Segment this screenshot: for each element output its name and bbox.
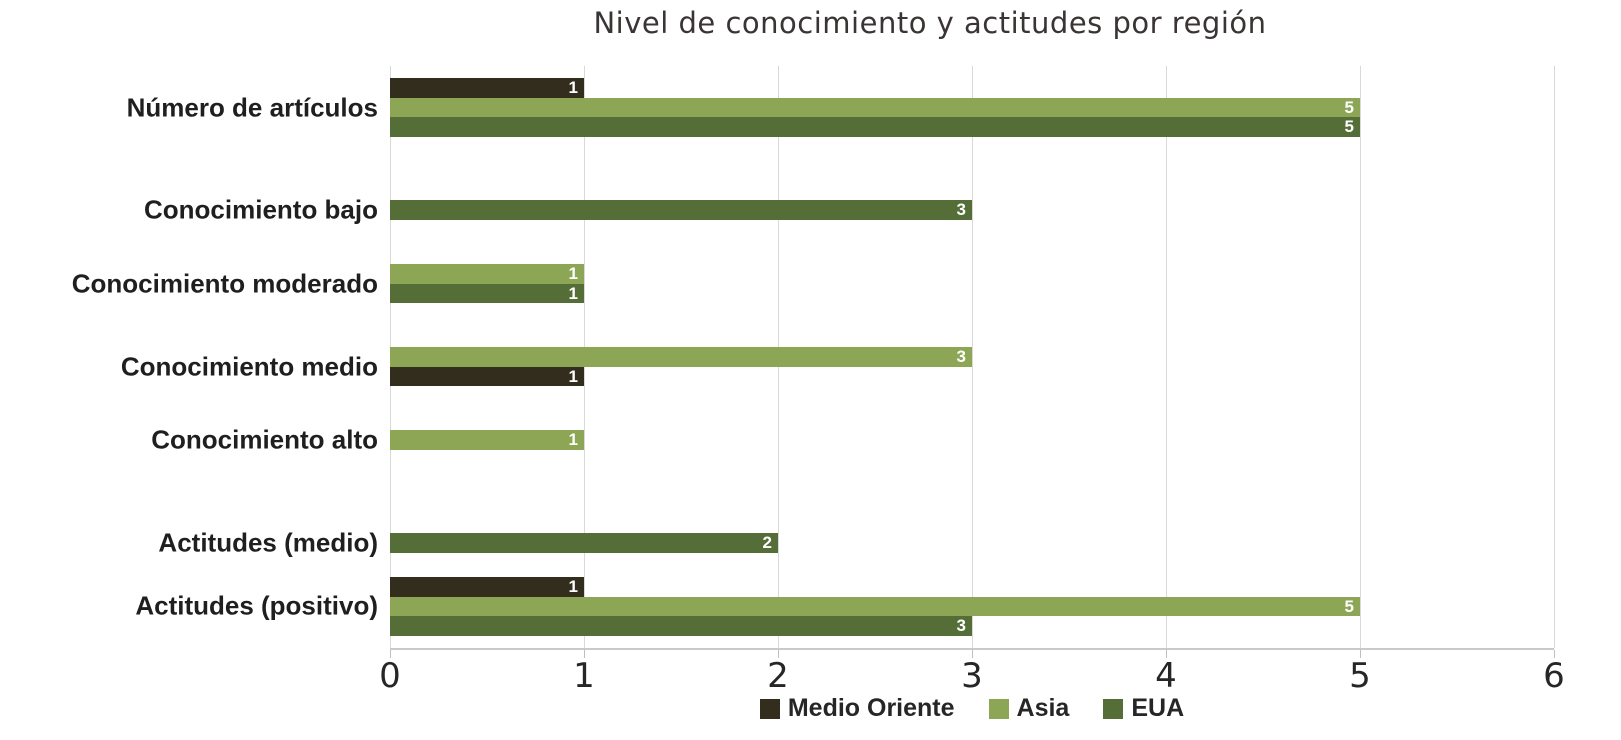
x-tick-label: 5 <box>1349 656 1371 696</box>
gridline <box>1554 66 1555 648</box>
axis-tick <box>1554 650 1555 658</box>
legend-label: Medio Oriente <box>787 694 955 722</box>
legend: Medio Oriente Asia EUA <box>390 694 1554 723</box>
category-label: Conocimiento moderado <box>71 268 378 299</box>
bar-asia: 3 <box>390 347 972 367</box>
bar-value-label: 1 <box>568 366 578 386</box>
bar-medio-oriente: 1 <box>390 78 584 98</box>
axis-tick <box>1166 650 1167 658</box>
bar-value-label: 1 <box>568 78 578 98</box>
category-label: Actitudes (medio) <box>158 527 378 558</box>
axis-tick <box>1360 650 1361 658</box>
bar-eua: 5 <box>390 117 1360 137</box>
x-axis-line <box>390 648 1554 650</box>
axis-tick <box>390 650 391 658</box>
bar-value-label: 3 <box>956 616 966 636</box>
bar-asia: 5 <box>390 97 1360 118</box>
bar-value-label: 1 <box>568 264 578 284</box>
gridline <box>1166 66 1167 648</box>
category-label: Número de artículos <box>126 92 378 123</box>
chart-title: Nivel de conocimiento y actitudes por re… <box>593 6 1267 40</box>
x-tick-label: 2 <box>767 656 789 696</box>
bar-value-label: 2 <box>762 533 772 553</box>
x-tick-label: 1 <box>573 656 595 696</box>
x-tick-label: 0 <box>379 656 401 696</box>
category-axis: Número de artículos Conocimiento bajo Cono… <box>0 66 378 648</box>
bar-value-label: 3 <box>956 200 966 220</box>
bar-medio-oriente: 1 <box>390 577 584 597</box>
bar-value-label: 1 <box>568 430 578 450</box>
bar-value-label: 1 <box>568 283 578 303</box>
legend-label: EUA <box>1131 694 1185 722</box>
gridline <box>972 66 973 648</box>
legend-item: EUA <box>1103 694 1184 723</box>
legend-swatch-icon <box>988 698 1009 719</box>
x-tick-label: 3 <box>961 656 983 696</box>
bar-value-label: 5 <box>1344 97 1354 117</box>
category-label: Conocimiento medio <box>120 351 378 382</box>
bar-asia: 1 <box>390 264 584 284</box>
bar-asia: 1 <box>390 430 584 450</box>
gridline <box>1360 66 1361 648</box>
bar-value-label: 3 <box>956 347 966 367</box>
legend-item: Medio Oriente <box>759 694 955 723</box>
x-tick-label: 6 <box>1543 656 1565 696</box>
legend-item: Asia <box>988 694 1070 723</box>
bar-eua: 3 <box>390 200 972 220</box>
category-label: Actitudes (positivo) <box>135 590 378 621</box>
axis-tick <box>972 650 973 658</box>
bar-eua: 2 <box>390 533 778 553</box>
value-axis: 0 1 2 3 4 5 6 <box>0 656 1621 700</box>
bar-value-label: 1 <box>568 577 578 597</box>
legend-swatch-icon <box>759 698 780 719</box>
x-tick-label: 4 <box>1155 656 1177 696</box>
bar-eua: 1 <box>390 283 584 304</box>
bar-value-label: 5 <box>1344 596 1354 616</box>
bar-eua: 3 <box>390 616 972 636</box>
bar-medio-oriente: 1 <box>390 366 584 387</box>
category-label: Conocimiento alto <box>151 424 378 455</box>
axis-tick <box>584 650 585 658</box>
legend-label: Asia <box>1016 694 1070 722</box>
legend-swatch-icon <box>1103 698 1124 719</box>
bar-asia: 5 <box>390 596 1360 617</box>
category-label: Conocimiento bajo <box>144 194 378 225</box>
axis-tick <box>778 650 779 658</box>
bar-value-label: 5 <box>1344 117 1354 137</box>
